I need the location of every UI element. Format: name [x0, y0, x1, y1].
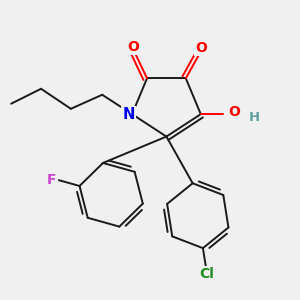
Text: F: F	[46, 173, 56, 187]
Text: Cl: Cl	[199, 267, 214, 281]
Text: O: O	[128, 40, 140, 54]
Text: H: H	[248, 111, 260, 124]
Text: O: O	[229, 105, 240, 119]
Text: N: N	[122, 107, 135, 122]
Text: O: O	[195, 41, 207, 56]
